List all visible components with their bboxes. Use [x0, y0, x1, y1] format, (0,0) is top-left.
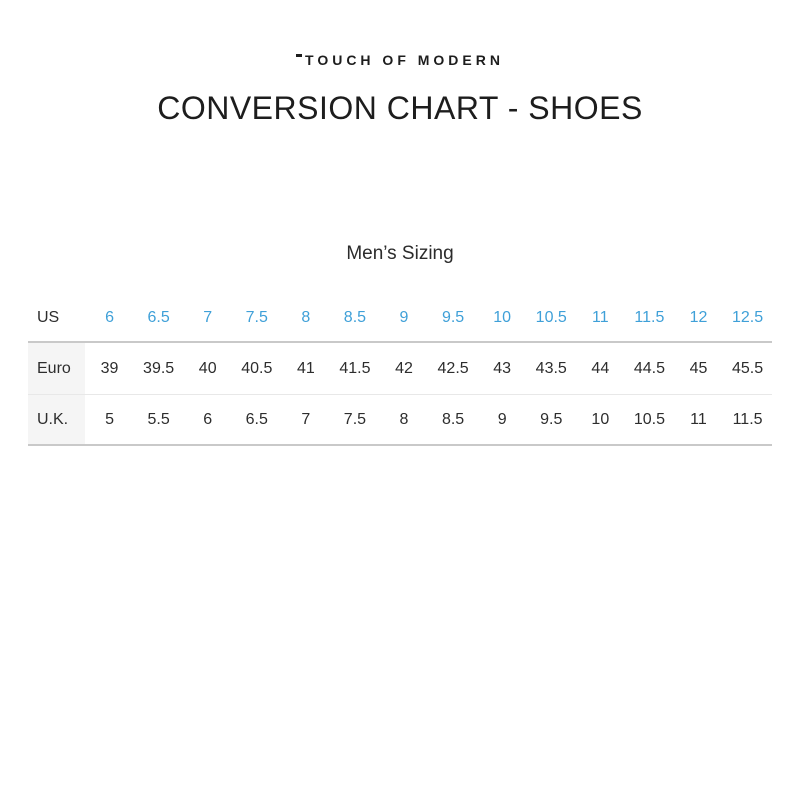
table-row: US 6 6.5 7 7.5 8 8.5 9 9.5 10 10.5 11 11.5 12 12.5 [28, 295, 772, 343]
size-value-cell: 40.5 [241, 359, 273, 377]
section-title: Men’s Sizing [346, 243, 454, 264]
size-value-cell: 10.5 [633, 410, 665, 428]
size-value-cell: 8 [301, 309, 311, 326]
size-value-cell: 9 [399, 309, 409, 326]
size-value-cell: 45.5 [731, 359, 764, 377]
table-row: U.K. 5 5.5 6 6.5 7 7.5 8 8.5 9 9.5 10 10.5 11 11.5 [28, 395, 772, 446]
size-value-cell: 43.5 [535, 359, 567, 377]
size-value-cell: 11 [592, 309, 609, 326]
size-value-cell: 41.5 [339, 359, 371, 377]
size-value-cell: 41 [296, 359, 315, 377]
logo-tick-icon [296, 54, 303, 57]
size-value-cell: 39.5 [143, 359, 175, 377]
size-value-cell: 6 [203, 410, 213, 428]
size-value-cell: 6.5 [245, 410, 268, 428]
size-value-cell: 6 [105, 309, 114, 326]
row-label-cell: U.K. [28, 395, 85, 444]
row-label-cell: US [37, 309, 60, 326]
size-value-cell: 8.5 [343, 309, 367, 326]
size-value-cell: 10.5 [535, 309, 567, 326]
size-value-cell: 8 [399, 410, 409, 428]
size-value-cell: 40 [198, 359, 217, 377]
size-value-cell: 11.5 [732, 410, 763, 428]
size-value-cell: 42.5 [437, 359, 469, 377]
size-value-cell: 8.5 [441, 410, 465, 428]
size-value-cell: 44.5 [633, 359, 665, 377]
size-value-cell: 43 [493, 359, 512, 377]
size-value-cell: 5 [105, 410, 114, 428]
table-row: Euro 39 39.5 40 40.5 41 41.5 42 42.5 43 43.5 44 44.5… [28, 343, 772, 395]
size-value-cell: 6.5 [147, 309, 170, 326]
size-value-cell: 11.5 [634, 309, 665, 326]
brand-logo-text: TOUCH OF MODERN [305, 52, 504, 68]
size-value-cell: 7.5 [245, 309, 268, 326]
row-label-cell: Euro [28, 343, 85, 394]
size-value-cell: 11 [690, 410, 707, 428]
size-value-cell: 44 [591, 359, 610, 377]
size-value-cell: 10 [493, 309, 512, 326]
size-value-cell: 9.5 [540, 410, 563, 428]
conversion-table: US 6 6.5 7 7.5 8 8.5 9 9.5 10 10.5 11 11.5 12 12.5 Euro… [28, 295, 772, 446]
size-value-cell: 42 [395, 359, 413, 377]
size-value-cell: 45 [689, 359, 708, 377]
brand-logo: TOUCH OF MODERN [0, 0, 800, 68]
size-value-cell: 7 [301, 410, 311, 428]
size-value-cell: 5.5 [147, 410, 170, 428]
size-value-cell: 9.5 [441, 309, 465, 326]
size-value-cell: 7 [203, 309, 213, 326]
page-title: CONVERSION CHART - SHOES [157, 90, 643, 126]
size-value-cell: 39 [100, 359, 119, 377]
size-value-cell: 7.5 [343, 410, 367, 428]
size-value-cell: 10 [591, 410, 610, 428]
size-value-cell: 9 [497, 410, 507, 428]
size-value-cell: 12.5 [731, 309, 764, 326]
size-value-cell: 12 [689, 309, 708, 326]
